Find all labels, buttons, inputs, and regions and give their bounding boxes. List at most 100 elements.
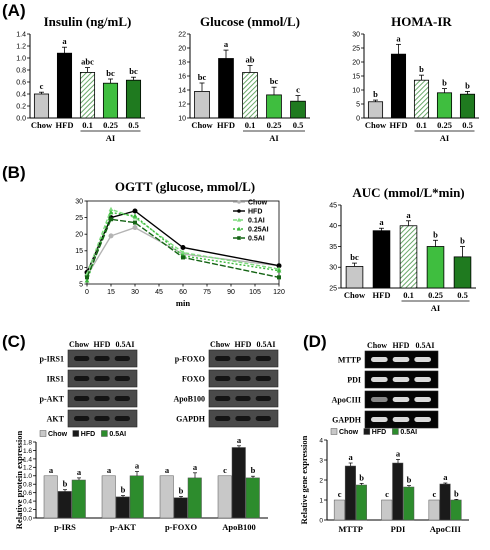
bar <box>231 447 246 519</box>
data-point <box>133 220 137 225</box>
x-category-label: 0.5 <box>457 290 468 300</box>
x-category-label: HFD <box>56 120 74 130</box>
bar <box>459 93 476 119</box>
data-point <box>109 217 113 222</box>
blot-header-label: HFD <box>94 340 111 349</box>
blot-right-band <box>215 416 231 421</box>
significance-label: b <box>179 485 184 495</box>
significance-label: a <box>62 36 67 46</box>
y-tick-label: 22 <box>178 31 186 38</box>
bar <box>428 499 440 521</box>
bar <box>217 475 232 519</box>
y-tick-label: 18 <box>178 59 186 66</box>
chart-title: AUC (mmol/L*min) <box>352 185 464 200</box>
bar <box>399 225 418 289</box>
legend-swatch <box>363 428 371 435</box>
y-tick-label: 20 <box>178 45 186 52</box>
blot-right-band <box>255 416 271 421</box>
significance-label: ab <box>246 55 255 65</box>
bar <box>381 499 393 521</box>
blot-right-band <box>235 416 251 421</box>
significance-label: a <box>379 217 384 227</box>
western-blot-c: Chow HFD 0.5AI Chow HFD 0.5AI p-IRS1 IRS1 p-AKT A… <box>40 340 279 428</box>
data-point <box>85 275 89 280</box>
blot-right-band <box>255 376 271 381</box>
gel-band <box>392 357 410 362</box>
significance-label: a <box>77 467 82 477</box>
gel-d: Chow HFD 0.5AI MTTP PDI ApoCIII GAPDH <box>332 341 439 429</box>
significance-label: c <box>385 489 389 499</box>
y-tick-label: 30 <box>352 31 360 38</box>
bar <box>413 79 430 119</box>
x-category-label: ApoB100 <box>222 522 256 532</box>
gel-band <box>392 417 410 422</box>
significance-label: bc <box>350 252 359 262</box>
blot-left-band <box>94 396 110 401</box>
x-tick-label: 15 <box>107 289 115 296</box>
x-category-label: 0.1 <box>82 120 93 130</box>
legend-label: 0.5AI <box>248 236 265 243</box>
y-axis-label: Relative protein expression <box>14 431 24 530</box>
blot-left-band <box>114 356 130 361</box>
y-tick-label: 0 <box>356 115 360 122</box>
y-tick-label: 0.8 <box>16 67 26 74</box>
y-tick-label: 1.6 <box>23 448 32 455</box>
legend-label: Chow <box>48 431 68 438</box>
x-tick-label: 75 <box>203 289 211 296</box>
gel-header-label: HFD <box>393 341 410 350</box>
y-tick-label: 25 <box>75 215 83 222</box>
significance-label: a <box>349 452 354 462</box>
significance-label: b <box>442 78 447 88</box>
significance-label: bc <box>198 72 207 82</box>
significance-label: c <box>296 85 300 95</box>
significance-label: c <box>40 81 44 91</box>
y-tick-label: 5 <box>79 281 83 288</box>
gel-band <box>371 377 388 382</box>
y-tick-label: 0.4 <box>23 499 32 506</box>
data-point <box>132 225 138 231</box>
panel-label-d: (D) <box>303 332 327 351</box>
legend-label: HFD <box>81 431 95 438</box>
data-point <box>108 233 114 239</box>
group-label: AI <box>440 133 450 143</box>
bar <box>173 497 188 519</box>
blot-right-band <box>235 396 251 401</box>
y-tick-label: 1.0 <box>16 55 26 62</box>
y-tick-label: 0 <box>319 517 323 524</box>
x-category-label: 0.1 <box>416 120 427 130</box>
x-category-label: 0.1 <box>403 290 414 300</box>
legend-marker <box>237 200 241 204</box>
x-axis-label: min <box>176 298 190 308</box>
blot-row-label: GAPDH <box>176 415 206 424</box>
blot-right-band <box>215 396 231 401</box>
blot-left-band <box>74 376 90 381</box>
gel-row-label: PDI <box>347 376 361 385</box>
bar <box>450 499 462 521</box>
data-point <box>132 213 138 218</box>
gel-band <box>414 357 431 362</box>
gel-band <box>414 397 431 402</box>
legend-marker <box>236 217 242 222</box>
x-category-label: Chow <box>344 290 366 300</box>
data-point <box>181 255 185 260</box>
bar <box>218 58 234 119</box>
blot-row-label: AKT <box>47 415 65 424</box>
blot-header-label: 0.5AI <box>116 340 135 349</box>
gel-band <box>414 377 431 382</box>
y-tick-label: 0.0 <box>16 115 26 122</box>
significance-label: a <box>49 465 54 475</box>
significance-label: a <box>165 465 170 475</box>
y-tick-label: 0.8 <box>23 482 32 489</box>
significance-label: a <box>443 472 448 482</box>
bar <box>344 465 356 521</box>
bar <box>101 475 116 519</box>
y-tick-label: 1 <box>319 497 323 504</box>
legend-label: 0.1AI <box>248 218 265 225</box>
y-tick-label: 30 <box>329 265 337 272</box>
series-line <box>86 208 280 275</box>
gel-band <box>371 397 388 402</box>
y-tick-label: 0.4 <box>16 91 26 98</box>
x-tick-label: 45 <box>155 289 163 296</box>
data-point <box>277 275 281 280</box>
